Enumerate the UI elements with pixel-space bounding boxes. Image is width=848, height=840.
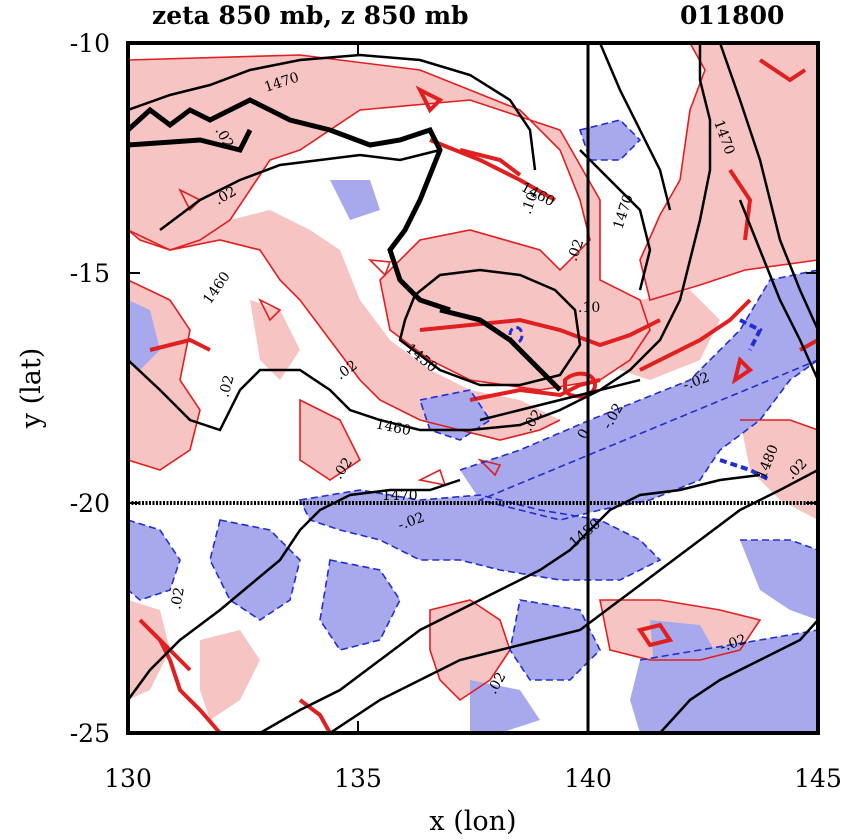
x-tick-label: 130 — [104, 764, 152, 793]
map-timestamp: 011800 — [680, 1, 784, 30]
y-tick-label: -25 — [70, 719, 110, 748]
y-axis-label: y (lat) — [16, 348, 47, 430]
x-axis-label: x (lon) — [429, 806, 516, 837]
height-label: 1460 — [200, 269, 234, 307]
height-label: 1470 — [382, 488, 418, 504]
height-label: 1470 — [611, 192, 637, 231]
x-tick-label: 145 — [794, 764, 842, 793]
x-tick-label: 135 — [334, 764, 382, 793]
vorticity-label: .02 — [168, 586, 188, 611]
y-tick-label: -15 — [70, 259, 110, 288]
map-figure: zeta 850 mb, z 850 mb 011800 — [0, 0, 848, 840]
map-field: 1470 1460 1460 1450 1460 1470 1480 1470 … — [128, 43, 818, 733]
map-title: zeta 850 mb, z 850 mb — [152, 1, 469, 30]
y-tick-label: -20 — [70, 489, 110, 518]
x-tick-label: 140 — [564, 764, 612, 793]
x-tick-labels: 130 135 140 145 — [104, 764, 842, 793]
height-label: 1460 — [374, 416, 412, 439]
y-tick-labels: -10 -15 -20 -25 — [70, 29, 110, 748]
y-tick-label: -10 — [70, 29, 110, 58]
vorticity-label: .02 — [216, 373, 237, 399]
vorticity-label: .10 — [578, 300, 600, 316]
